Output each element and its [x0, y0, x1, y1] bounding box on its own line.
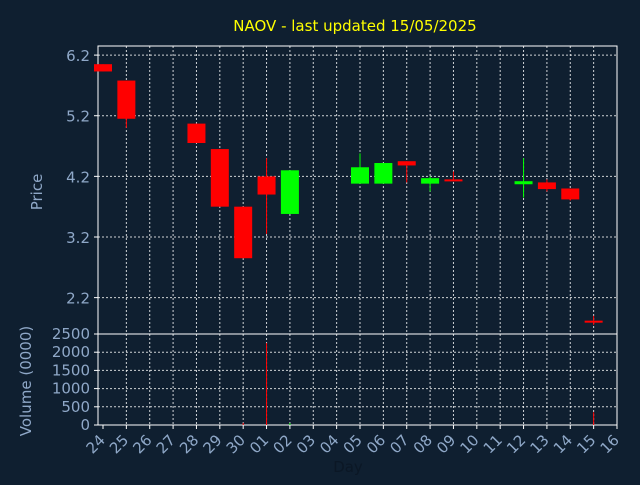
candle-14	[561, 188, 580, 201]
price-tick-label: 6.2	[66, 47, 90, 65]
candle-29	[210, 149, 229, 207]
candle-12	[514, 158, 533, 198]
candle-08	[421, 176, 440, 192]
candle-01	[257, 158, 276, 234]
candle-body	[234, 206, 253, 259]
candle-07	[397, 161, 416, 183]
candle-06	[374, 163, 393, 184]
candle-25	[117, 80, 136, 128]
candle-05	[351, 153, 369, 184]
price-tick-label: 4.2	[66, 168, 90, 186]
candle-13	[537, 179, 556, 192]
candle-body	[117, 80, 136, 119]
candle-body	[280, 170, 299, 214]
chart-title: NAOV - last updated 15/05/2025	[233, 17, 476, 35]
candle-body	[210, 149, 229, 207]
price-tick-label: 2.2	[66, 290, 90, 308]
price-panel: 2.2 3.2 4.2 5.2 6.2	[66, 45, 618, 335]
candle-body	[537, 182, 556, 190]
candle-02	[280, 170, 299, 214]
volume-tick-label: 1000	[52, 380, 90, 398]
volume-axis-label: Volume (0000)	[17, 326, 35, 436]
price-axis-label: Price	[28, 174, 46, 211]
volume-tick-label: 2000	[52, 343, 90, 361]
candle-body	[257, 176, 276, 195]
candle-body	[584, 320, 603, 323]
candle-15	[584, 315, 603, 325]
candle-body	[561, 188, 580, 200]
candle-09	[444, 171, 463, 182]
candle-28	[187, 123, 206, 144]
candle-body	[94, 64, 112, 72]
volume-tick-label: 500	[61, 398, 90, 416]
candle-body	[351, 167, 369, 184]
price-tick-label: 3.2	[66, 229, 90, 247]
candle-body	[374, 163, 393, 184]
volume-tick-label: 0	[80, 416, 90, 434]
candle-body	[444, 179, 463, 182]
candle-24	[94, 64, 112, 72]
candle-body	[421, 178, 440, 184]
volume-tick-label: 2500	[52, 325, 90, 343]
candle-body	[514, 181, 533, 185]
x-axis-label: Day	[333, 458, 363, 476]
candle-body	[397, 161, 416, 166]
candle-30	[234, 206, 253, 259]
price-tick-label: 5.2	[66, 108, 90, 126]
volume-tick-label: 1500	[52, 361, 90, 379]
candle-body	[187, 123, 206, 144]
